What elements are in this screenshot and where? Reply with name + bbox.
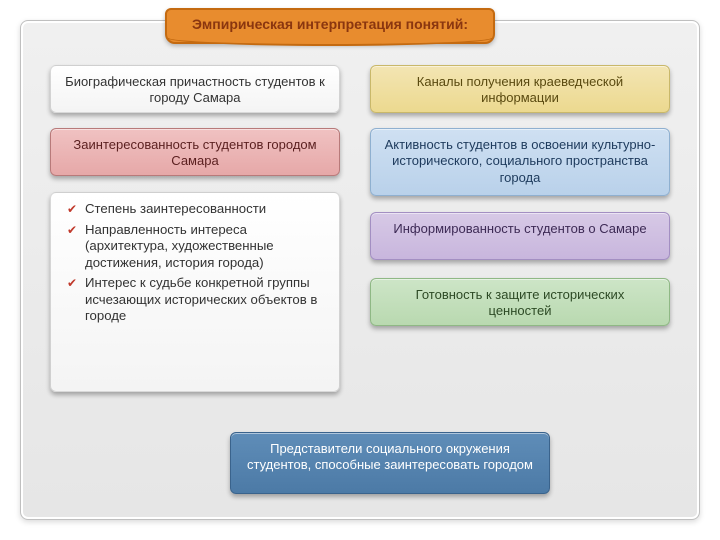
box-activity-text: Активность студентов в освоении культурн… [385, 137, 656, 185]
bullet-item: Интерес к судьбе конкретной группы исчез… [67, 275, 327, 325]
box-channels: Каналы получения краеведческой информаци… [370, 65, 670, 113]
box-informed-text: Информированность студентов о Самаре [393, 221, 646, 236]
bullet-list: Степень заинтересованности Направленност… [63, 201, 327, 325]
box-readiness-text: Готовность к защите исторических ценност… [416, 287, 625, 318]
box-bottom: Представители социального окружения студ… [230, 432, 550, 494]
bullet-item: Степень заинтересованности [67, 201, 327, 218]
bullet-item: Направленность интереса (архитектура, ху… [67, 222, 327, 272]
box-informed: Информированность студентов о Самаре [370, 212, 670, 260]
box-readiness: Готовность к защите исторических ценност… [370, 278, 670, 326]
box-bio: Биографическая причастность студентов к … [50, 65, 340, 113]
box-interest-text: Заинтересованность студентов городом Сам… [73, 137, 316, 168]
box-activity: Активность студентов в освоении культурн… [370, 128, 670, 196]
box-bottom-text: Представители социального окружения студ… [247, 441, 533, 472]
title-text: Эмпирическая интерпретация понятий: [192, 16, 468, 32]
box-bullets: Степень заинтересованности Направленност… [50, 192, 340, 392]
box-bio-text: Биографическая причастность студентов к … [65, 74, 325, 105]
title-banner: Эмпирическая интерпретация понятий: [165, 8, 495, 44]
box-channels-text: Каналы получения краеведческой информаци… [417, 74, 623, 105]
box-interest: Заинтересованность студентов городом Сам… [50, 128, 340, 176]
